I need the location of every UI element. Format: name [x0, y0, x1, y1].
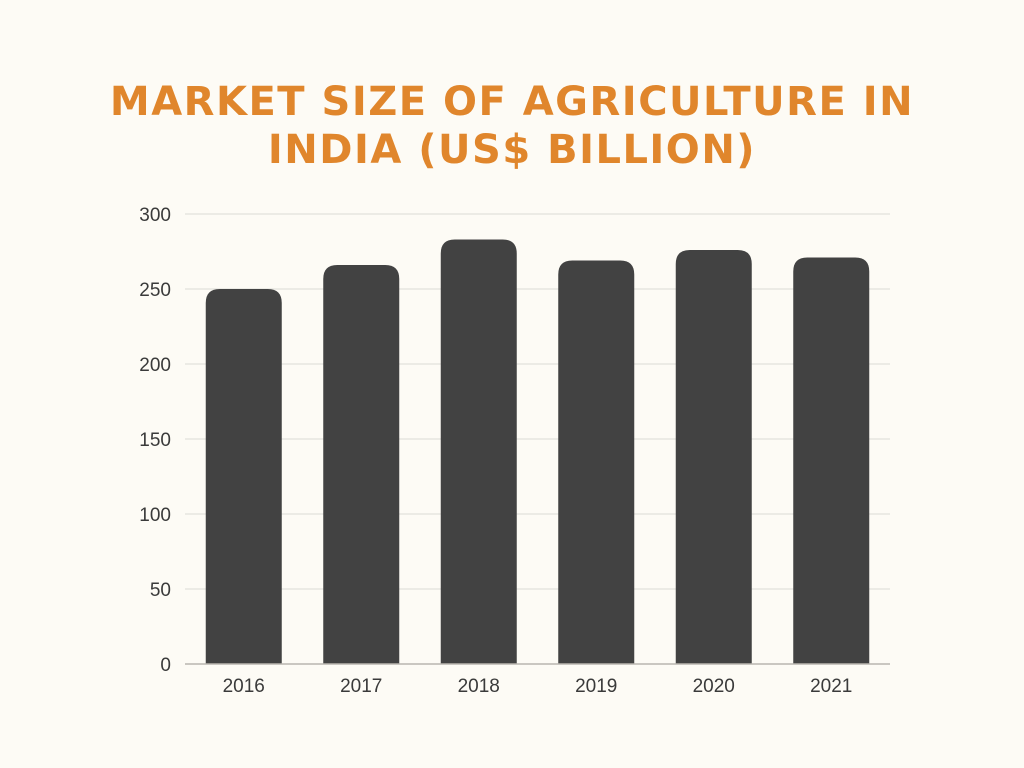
- y-tick-label: 300: [139, 205, 171, 226]
- chart-title-line-1: MARKET SIZE OF AGRICULTURE IN: [109, 79, 915, 125]
- bar-2020: [675, 250, 752, 664]
- y-tick-label: 0: [160, 655, 171, 676]
- x-tick-label: 2018: [458, 676, 500, 697]
- gridlines: [185, 213, 890, 590]
- y-tick-label: 50: [150, 580, 171, 601]
- chart-title-line-2: INDIA (US$ BILLION): [267, 127, 757, 173]
- y-tick-label: 250: [139, 280, 171, 301]
- y-tick-label: 200: [139, 355, 171, 376]
- bar-2017: [323, 265, 400, 664]
- tick-labels: 0 50 100 150 200 250 300 2016 2017 2018 2019 2020 20…: [139, 205, 852, 697]
- bar-2018: [440, 239, 517, 664]
- x-tick-label: 2016: [223, 676, 265, 697]
- y-tick-label: 150: [139, 430, 171, 451]
- x-tick-label: 2019: [575, 676, 617, 697]
- chart-title: MARKET SIZE OF AGRICULTURE IN INDIA (US$…: [0, 78, 1024, 174]
- bar-2021: [793, 257, 870, 664]
- x-tick-label: 2020: [693, 676, 735, 697]
- y-tick-label: 100: [139, 505, 171, 526]
- x-tick-label: 2021: [810, 676, 852, 697]
- bar-2016: [205, 289, 282, 664]
- bars: [205, 239, 870, 664]
- x-tick-label: 2017: [340, 676, 382, 697]
- bar-2019: [558, 260, 635, 664]
